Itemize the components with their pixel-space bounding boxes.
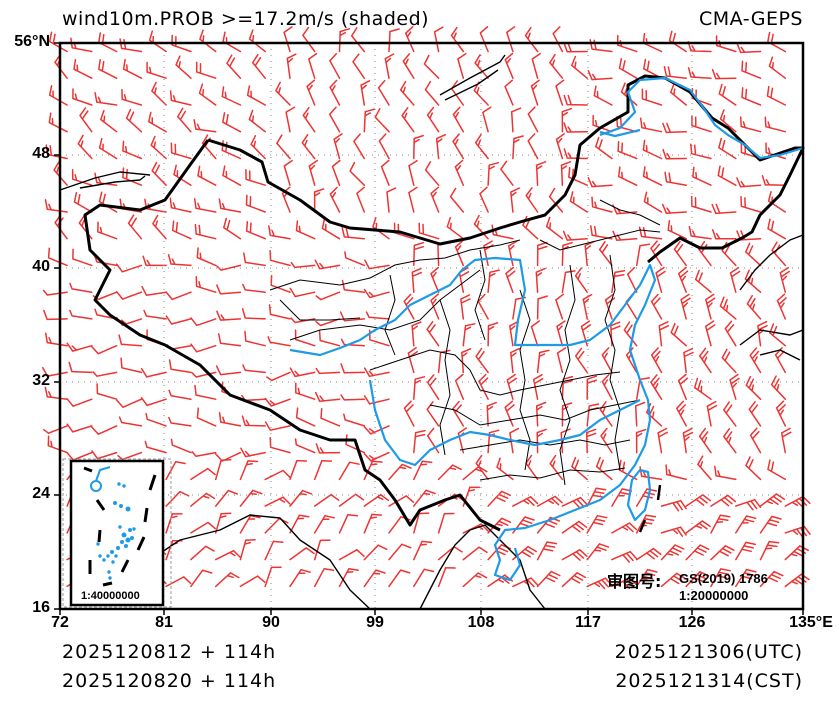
- x-tick-81: 81: [155, 614, 173, 631]
- x-tick-108: 108: [467, 614, 495, 631]
- graticule: [60, 43, 803, 609]
- chart-title: wind10m.PROB >=17.2m/s (shaded): [62, 8, 430, 30]
- wind-barbs: [42, 26, 811, 590]
- inset-scale: 1:40000000: [81, 590, 140, 602]
- plot-frame: [58, 41, 805, 611]
- main-scale: 1:20000000: [679, 588, 749, 603]
- y-tick-16: 16: [32, 599, 50, 616]
- province-borders: [269, 199, 661, 486]
- init-time-utc: 2025120812 + 114h: [62, 641, 277, 663]
- y-tick-40: 40: [32, 258, 50, 275]
- x-tick-135: 135°E: [789, 614, 833, 631]
- valid-time-cst: 2025121314(CST): [615, 670, 803, 692]
- x-tick-99: 99: [366, 614, 384, 631]
- x-tick-126: 126: [678, 614, 706, 631]
- south-china-sea-inset: [62, 458, 172, 608]
- ticks: [54, 42, 804, 615]
- init-time-cst: 2025120820 + 114h: [62, 670, 277, 692]
- x-tick-90: 90: [262, 614, 280, 631]
- y-tick-56: 56°N: [14, 33, 50, 50]
- x-tick-72: 72: [51, 614, 69, 631]
- y-tick-24: 24: [32, 485, 50, 502]
- y-tick-32: 32: [32, 372, 50, 389]
- review-number: GS(2019) 1786: [679, 571, 768, 586]
- valid-time-utc: 2025121306(UTC): [614, 641, 803, 663]
- model-name: CMA-GEPS: [698, 8, 803, 30]
- y-tick-48: 48: [32, 145, 50, 162]
- review-number-label: 审图号:: [607, 572, 662, 591]
- x-tick-117: 117: [575, 614, 601, 631]
- rivers-coast: [289, 76, 804, 582]
- country-borders: [59, 54, 805, 610]
